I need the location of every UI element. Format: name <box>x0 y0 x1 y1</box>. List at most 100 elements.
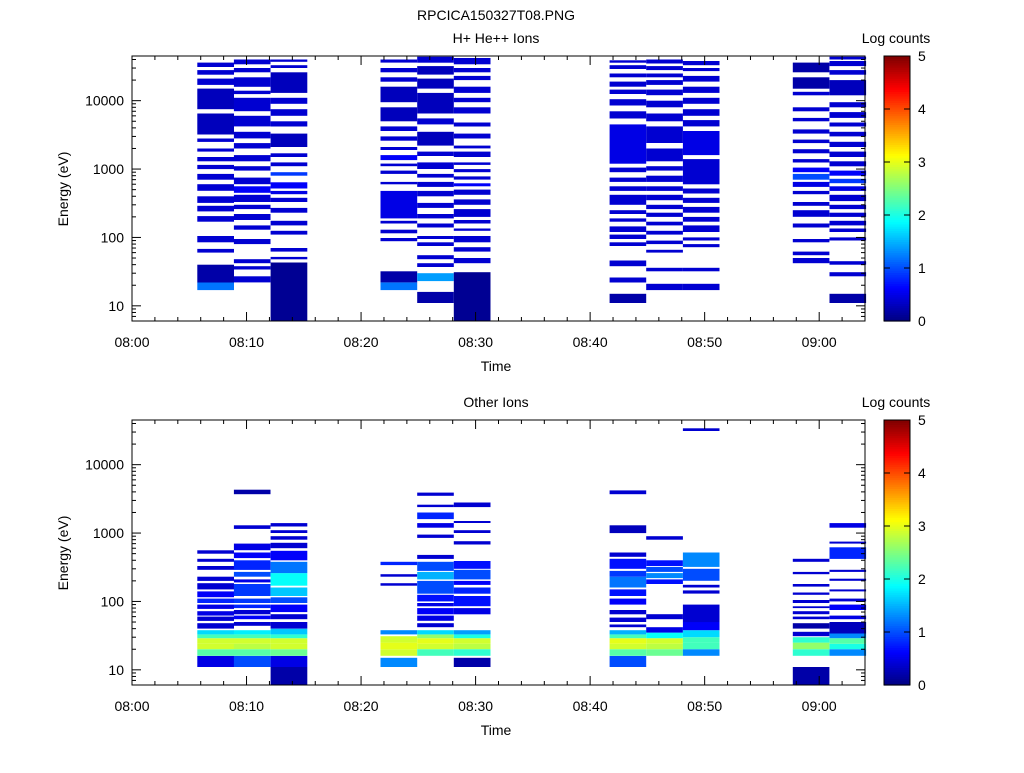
heatmap-cell <box>609 234 647 239</box>
heatmap-cell <box>829 161 867 167</box>
y-axis: 10 100 1000 10000 <box>85 58 865 322</box>
heatmap-cell <box>417 623 454 628</box>
colorbar-swatch <box>884 609 910 613</box>
heatmap-cell <box>270 530 308 533</box>
heatmap-cell <box>682 68 720 72</box>
colorbar-swatch <box>884 649 910 653</box>
colorbar-swatch <box>884 201 910 205</box>
heatmap-cell <box>233 143 271 149</box>
heatmap-cell <box>270 72 308 93</box>
heatmap-cell <box>609 643 647 650</box>
heatmap-cell <box>829 649 867 656</box>
heatmap-cell <box>270 649 308 656</box>
heatmap-cell <box>270 65 308 68</box>
heatmap-cell <box>233 489 271 495</box>
colorbar-swatch <box>884 181 910 185</box>
colorbar-swatch <box>884 647 910 651</box>
heatmap-cell <box>682 131 720 156</box>
colorbar-swatch <box>884 285 910 289</box>
colorbar-swatch <box>884 309 910 313</box>
colorbar-swatch <box>884 437 910 441</box>
heatmap-cell <box>233 643 271 650</box>
heatmap-cell <box>270 162 308 167</box>
colorbar-swatch <box>884 541 910 545</box>
heatmap-cell <box>829 638 867 644</box>
colorbar-swatch <box>884 550 910 554</box>
colorbar-tick-label: 1 <box>918 260 926 276</box>
colorbar-swatch <box>884 662 910 666</box>
heatmap-cell <box>453 649 491 656</box>
heatmap-cell <box>380 282 418 291</box>
colorbar-swatch <box>884 173 910 176</box>
heatmap-cell <box>682 237 720 241</box>
colorbar-swatch <box>884 164 910 168</box>
heatmap-cell <box>682 225 720 232</box>
heatmap-cell <box>682 61 720 66</box>
colorbar-frame <box>883 55 911 322</box>
heatmap-cell <box>792 159 830 163</box>
colorbar-swatch <box>884 71 910 75</box>
heatmap-cell <box>792 202 830 206</box>
heatmap-cell <box>682 216 720 222</box>
colorbar-swatch <box>884 431 910 434</box>
colorbar-swatch <box>884 261 910 265</box>
panel-title: H+ He++ Ions <box>453 30 540 46</box>
x-axis-label: Time <box>481 722 512 738</box>
colorbar-swatch <box>884 294 910 298</box>
heatmap-cell <box>453 183 491 187</box>
heatmap-cell <box>417 151 454 156</box>
heatmap-cell <box>792 584 830 587</box>
colorbar-swatch <box>884 477 910 481</box>
colorbar-swatch <box>884 552 910 556</box>
heatmap-cell <box>829 178 867 184</box>
colorbar-swatch <box>884 634 910 638</box>
colorbar-swatch <box>884 104 910 108</box>
heatmap-cell <box>609 65 647 69</box>
heatmap-cell <box>792 129 830 134</box>
heatmap-cell <box>380 630 418 635</box>
colorbar-swatch <box>884 620 910 624</box>
heatmap-cell <box>233 615 271 620</box>
heatmap-cell <box>233 584 271 596</box>
colorbar-swatch <box>884 133 910 137</box>
colorbar-swatch <box>884 199 910 203</box>
heatmap-cell <box>829 122 867 127</box>
y-axis-label: Energy (eV) <box>55 152 71 227</box>
heatmap-cell <box>646 579 683 584</box>
colorbar-frame <box>883 419 911 686</box>
heatmap-cell <box>646 148 683 162</box>
heatmap-cell <box>197 196 234 203</box>
colorbar-swatch <box>884 658 910 662</box>
heatmap-cell <box>646 59 683 64</box>
x-tick-label: 08:00 <box>114 698 149 714</box>
colorbar-swatch <box>884 270 910 274</box>
heatmap-cell <box>829 186 867 191</box>
colorbar-swatch <box>884 301 910 304</box>
heatmap-cell <box>646 632 683 639</box>
heatmap-cell <box>270 262 308 321</box>
heatmap-cell <box>646 638 683 644</box>
colorbar-swatch <box>884 78 910 81</box>
heatmap-cell <box>233 560 271 570</box>
heatmap-cell <box>682 109 720 116</box>
colorbar-swatch <box>884 226 910 229</box>
heatmap-cell <box>197 282 234 291</box>
colorbar-swatch <box>884 219 910 223</box>
heatmap-cell <box>380 136 418 141</box>
heatmap-cell <box>233 655 271 667</box>
heatmap-cell <box>453 561 491 569</box>
heatmap-cell <box>233 131 271 139</box>
heatmap-cell <box>417 78 454 89</box>
heatmap-cell <box>197 62 234 67</box>
heatmap-cell <box>792 251 830 256</box>
heatmap-cell <box>792 239 830 243</box>
heatmap-cell <box>453 596 491 607</box>
heatmap-cell <box>417 643 454 650</box>
heatmap-cell <box>417 131 454 146</box>
heatmap-cell <box>380 68 418 73</box>
colorbar-swatch <box>884 450 910 454</box>
heatmap-cell <box>646 100 683 108</box>
heatmap-cell <box>197 550 234 554</box>
colorbar-swatch <box>884 318 910 322</box>
colorbar-swatch <box>884 144 910 148</box>
